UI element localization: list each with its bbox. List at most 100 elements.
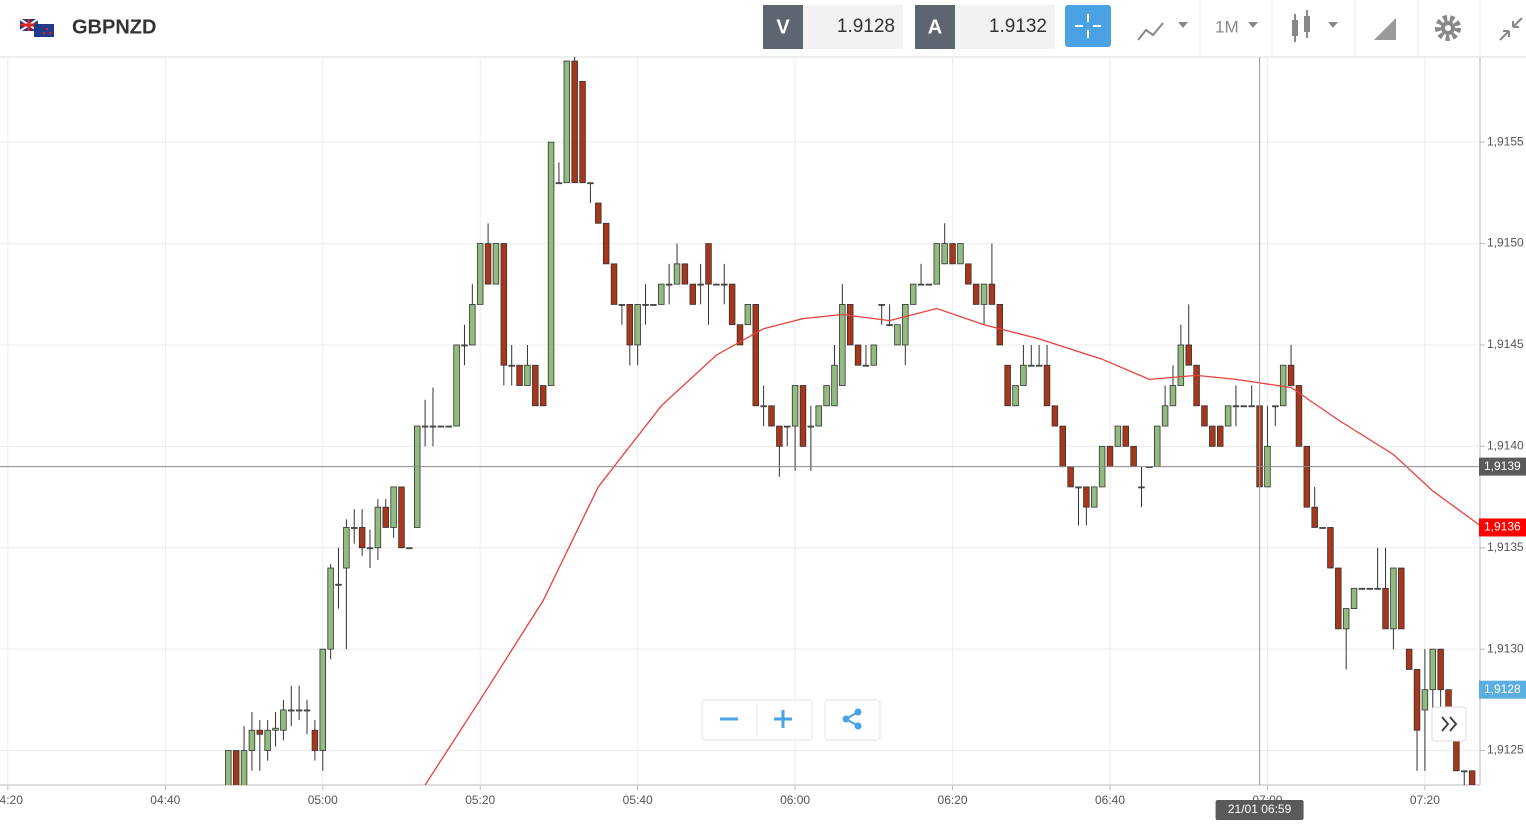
candle-body bbox=[1311, 506, 1318, 528]
candle-body bbox=[791, 385, 799, 427]
candle-body bbox=[1382, 587, 1389, 630]
candle-body bbox=[571, 60, 578, 184]
candle-body bbox=[941, 243, 948, 265]
candle-body bbox=[1209, 425, 1216, 447]
candle-body bbox=[532, 364, 539, 407]
candle-body bbox=[1248, 405, 1255, 408]
candle-body bbox=[1091, 486, 1098, 508]
y-tick-label: 1,9135 bbox=[1487, 540, 1524, 554]
candle-body bbox=[1177, 344, 1185, 386]
candle-body bbox=[870, 344, 878, 366]
candle-body bbox=[602, 222, 610, 265]
candle-body bbox=[225, 750, 232, 785]
scroll-right[interactable] bbox=[1431, 706, 1467, 742]
candle-body bbox=[744, 303, 752, 326]
ask-box[interactable] bbox=[955, 5, 1055, 49]
flag bbox=[19, 18, 54, 37]
candle-body bbox=[721, 283, 728, 286]
candle-body bbox=[673, 263, 681, 285]
candle-body bbox=[429, 425, 437, 428]
candles-button[interactable] bbox=[1292, 10, 1338, 42]
candle-body bbox=[319, 648, 327, 751]
x-tick-label: 07:20 bbox=[1410, 793, 1440, 807]
candle-body bbox=[902, 303, 909, 346]
candle-body bbox=[1240, 405, 1248, 408]
zoom-controls bbox=[701, 699, 881, 741]
candle-body bbox=[1075, 486, 1082, 489]
candle-body bbox=[681, 263, 689, 285]
candle-body bbox=[610, 263, 618, 305]
candle-body bbox=[280, 709, 287, 731]
candle-body bbox=[799, 385, 807, 447]
candle-body bbox=[366, 547, 374, 550]
candle-body bbox=[1059, 425, 1066, 468]
candle-body bbox=[492, 243, 500, 285]
candle-body bbox=[1405, 648, 1413, 670]
ask-price: 1.9132 bbox=[989, 16, 1047, 37]
candle-body bbox=[374, 506, 382, 549]
candle-body bbox=[1350, 587, 1358, 609]
candle-body bbox=[752, 303, 759, 407]
crosshair-button[interactable] bbox=[1065, 5, 1111, 47]
candle-body bbox=[311, 729, 319, 751]
candle-body bbox=[1461, 770, 1468, 773]
candle-body bbox=[295, 709, 303, 712]
candle-body bbox=[1468, 770, 1476, 785]
candle-body bbox=[713, 283, 720, 286]
candle-body bbox=[303, 709, 311, 712]
candle-body bbox=[398, 486, 405, 549]
settings-button[interactable] bbox=[1435, 15, 1461, 41]
candle-body bbox=[980, 283, 988, 305]
candle-body bbox=[547, 141, 555, 386]
candle-body bbox=[1051, 405, 1059, 427]
share[interactable] bbox=[842, 708, 862, 730]
price-tag-label: 1,9128 bbox=[1484, 682, 1521, 696]
collapse-button[interactable] bbox=[1499, 17, 1523, 41]
candle-body bbox=[1185, 344, 1192, 366]
draw-button[interactable] bbox=[1374, 18, 1396, 40]
moving-average bbox=[424, 307, 1480, 785]
candle-body bbox=[815, 405, 822, 427]
candle-body bbox=[595, 202, 602, 224]
candle-body bbox=[240, 750, 248, 785]
candle-body bbox=[1012, 385, 1019, 407]
y-tick-label: 1,9150 bbox=[1487, 236, 1524, 250]
candle-body bbox=[413, 425, 421, 528]
x-tick-label: 05:00 bbox=[308, 793, 338, 807]
candle-body bbox=[539, 385, 547, 407]
candle-body bbox=[1429, 648, 1436, 691]
candle-body bbox=[1390, 567, 1397, 630]
candle-body bbox=[839, 303, 846, 386]
candle-body bbox=[768, 405, 775, 427]
timeframe[interactable]: 1M bbox=[1215, 17, 1239, 36]
candle-body bbox=[925, 283, 933, 286]
x-tick-label: 07:00 bbox=[1252, 793, 1282, 807]
bid-box[interactable] bbox=[803, 5, 903, 49]
candle-body bbox=[760, 405, 767, 408]
candle-body bbox=[469, 303, 476, 346]
candle-body bbox=[909, 283, 917, 305]
x-tick-label: 06:40 bbox=[1095, 793, 1125, 807]
candle-body bbox=[1083, 486, 1090, 508]
candle-body bbox=[705, 243, 712, 285]
x-tick-label: 05:20 bbox=[465, 793, 495, 807]
plot-area bbox=[0, 57, 1480, 785]
zoom-in[interactable] bbox=[774, 710, 792, 728]
candle-body bbox=[886, 324, 893, 327]
candle-body bbox=[854, 344, 862, 366]
candle-body bbox=[516, 364, 523, 386]
candle-body bbox=[823, 385, 830, 407]
candle-body bbox=[996, 303, 1004, 346]
candle-body bbox=[949, 243, 956, 265]
candle-body bbox=[508, 364, 515, 367]
candle-body bbox=[1161, 405, 1169, 427]
candle-body bbox=[1295, 385, 1303, 447]
x-tick-label: 04:40 bbox=[150, 793, 180, 807]
chart-type-button[interactable] bbox=[1137, 22, 1188, 41]
bid-label: V bbox=[776, 16, 790, 38]
candle-body bbox=[972, 283, 980, 305]
candle-body bbox=[1437, 648, 1444, 691]
candle-body bbox=[351, 527, 358, 529]
candle-body bbox=[862, 364, 870, 367]
candle-body bbox=[1327, 527, 1334, 569]
